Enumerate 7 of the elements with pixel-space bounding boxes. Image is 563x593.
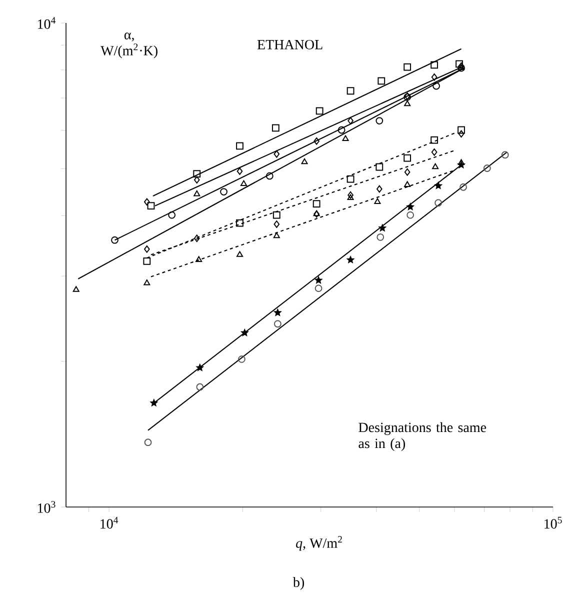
annotation: Designations the same as in (a) <box>358 422 486 452</box>
y-axis-title: α, W/(m$^{2}$·K) <box>100 32 158 58</box>
y-tick-label: 10$^{3}$ <box>38 501 56 513</box>
text: b) <box>292 577 304 590</box>
x-tick-label: 10$^{5}$ <box>544 516 562 529</box>
text: ETHANOL <box>257 40 322 50</box>
x-axis-title: q, W/m$^{2}$ <box>296 536 342 551</box>
